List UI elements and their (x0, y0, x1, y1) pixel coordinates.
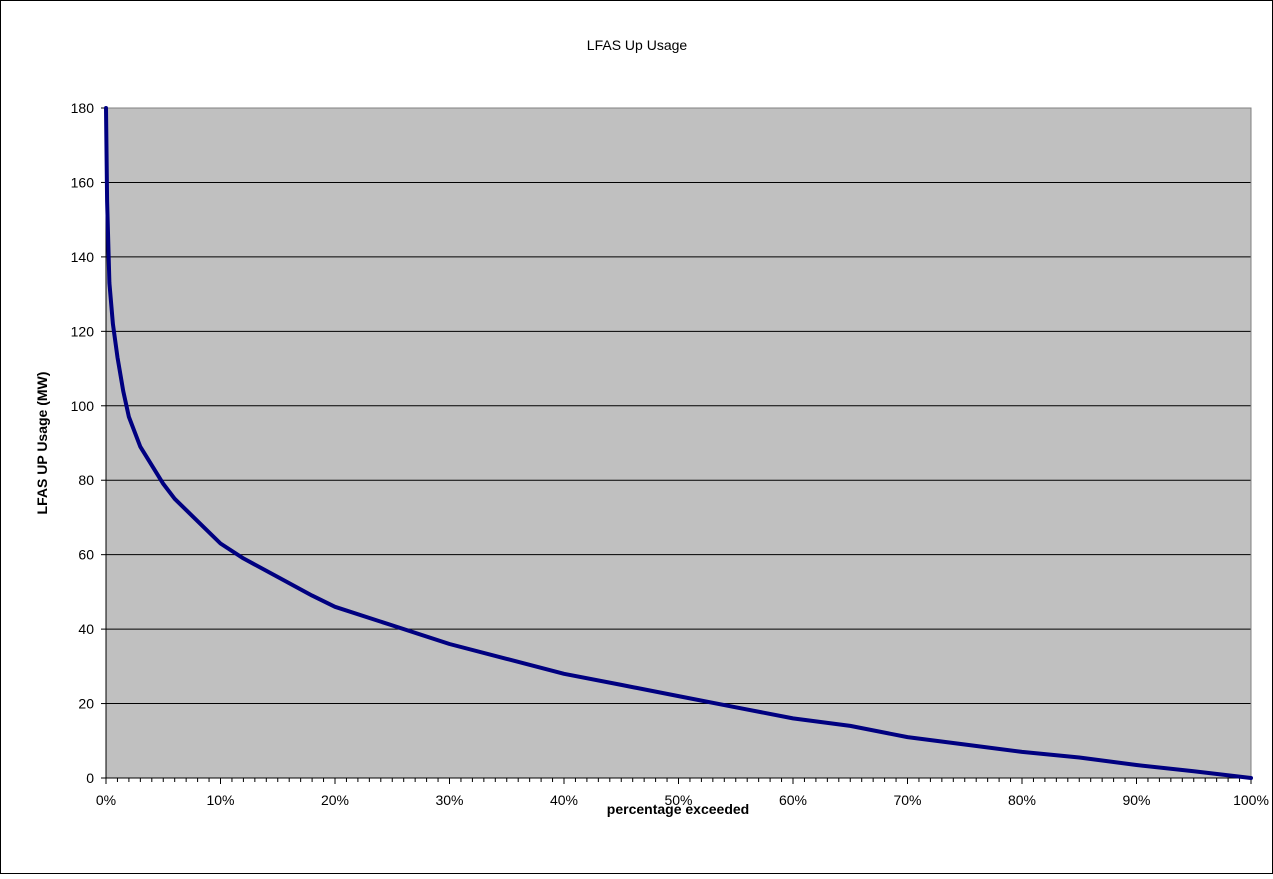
axis-ticks (101, 107, 1252, 784)
series-layer (104, 106, 1253, 780)
x-axis-title: percentage exceeded (607, 801, 749, 817)
y-tick-label: 40 (78, 621, 94, 637)
gridlines (106, 181, 1251, 705)
x-tick-label: 30% (435, 792, 463, 808)
series-line (104, 106, 1253, 780)
y-tick-label: 180 (71, 100, 95, 116)
y-axis-title: LFAS UP Usage (MW) (34, 372, 50, 515)
tick-labels: 0 20 40 60 80 100 120 140 160 180 0% 10% 20% 30% 40% 50… (71, 100, 1269, 808)
y-tick-label: 20 (78, 696, 94, 712)
y-tick-label: 160 (71, 174, 95, 190)
x-tick-label: 60% (779, 792, 807, 808)
x-tick-label: 50% (664, 792, 692, 808)
x-tick-label: 70% (893, 792, 921, 808)
x-tick-label: 90% (1122, 792, 1150, 808)
x-tick-label: 0% (96, 792, 116, 808)
x-tick-label: 80% (1008, 792, 1036, 808)
x-tick-label: 10% (206, 792, 234, 808)
x-tick-label: 40% (550, 792, 578, 808)
plot-area (106, 108, 1251, 778)
x-tick-label: 20% (321, 792, 349, 808)
y-tick-label: 140 (71, 249, 95, 265)
y-tick-label: 100 (71, 398, 95, 414)
y-tick-label: 0 (86, 770, 94, 786)
y-tick-label: 120 (71, 323, 95, 339)
x-tick-label: 100% (1233, 792, 1269, 808)
y-tick-label: 60 (78, 547, 94, 563)
y-tick-label: 80 (78, 472, 94, 488)
chart-title: LFAS Up Usage (587, 37, 688, 53)
